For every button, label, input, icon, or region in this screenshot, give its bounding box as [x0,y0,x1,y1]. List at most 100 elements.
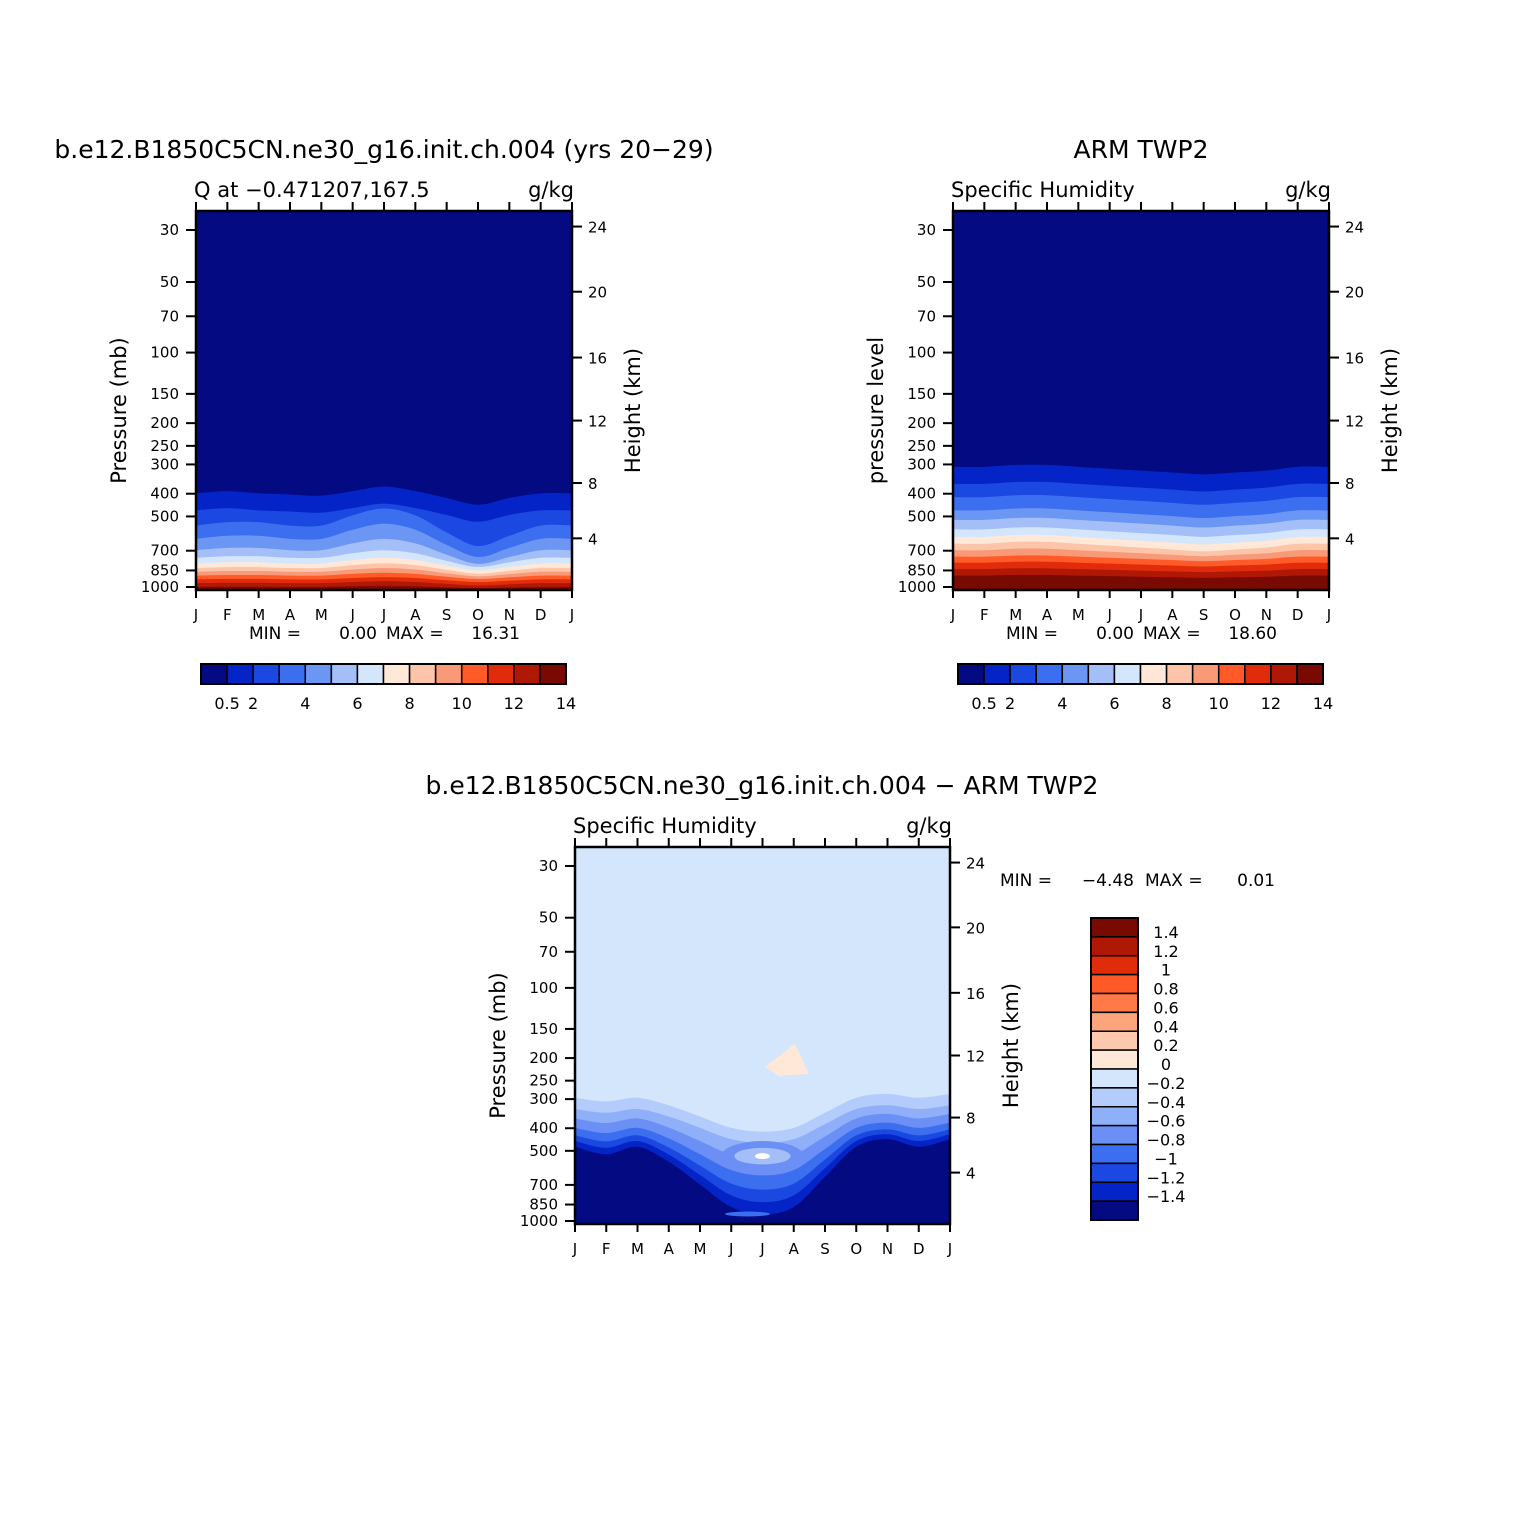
colorbar-label: 12 [504,694,524,713]
y-tick-label: 300 [529,1090,558,1108]
y-right-axis-label: Height (km) [621,348,645,473]
colorbar-label: −0.2 [1147,1074,1186,1093]
y-right-tick-label: 4 [588,530,598,548]
x-tick-label: M [315,606,328,624]
colorbar-label: −1.4 [1147,1187,1186,1206]
y-tick-label: 850 [529,1196,558,1214]
colorbar-swatch [487,663,515,685]
x-tick-label: A [664,1240,675,1258]
colorbar-label: −0.8 [1147,1131,1186,1150]
model-panel: b.e12.B1850C5CN.ne30_g16.init.ch.004 (yr… [54,135,713,713]
x-tick-label: S [1199,606,1209,624]
y-right-axis-label: Height (km) [999,983,1023,1108]
x-tick-label: D [1292,606,1304,624]
subtitle-unit: g/kg [1285,178,1331,202]
colorbar-label: 1 [1161,961,1171,980]
subtitle-left: Q at −0.471207,167.5 [194,178,430,202]
colorbar-swatch [1087,663,1116,685]
colorbar-swatch [1090,1030,1139,1051]
colorbar-swatch [1090,1162,1139,1183]
y-tick-label: 700 [529,1176,558,1194]
y-tick-label: 200 [907,414,936,432]
y-tick-label: 100 [907,344,936,362]
y-tick-label: 250 [529,1072,558,1090]
colorbar-frame [957,663,1324,685]
colorbar-label: 4 [1057,694,1067,713]
colorbar-swatch [1090,1049,1139,1070]
max-label: MAX = [386,624,444,644]
colorbar-label: 8 [404,694,414,713]
colorbar-swatch [330,663,359,685]
y-axis-label: Pressure (mb) [486,972,510,1119]
x-tick-label: M [1072,606,1085,624]
x-tick-label: A [285,606,296,624]
panel-title: b.e12.B1850C5CN.ne30_g16.init.ch.004 (yr… [54,135,713,164]
y-tick-label: 300 [150,455,179,473]
y-right-tick-label: 20 [966,919,985,937]
x-tick-label: M [252,606,265,624]
colorbar-label: 8 [1161,694,1171,713]
colorbar-swatch [252,663,280,685]
y-right-tick-label: 16 [588,350,607,368]
colorbar-swatch [226,663,254,685]
max-value: 0.01 [1237,871,1275,891]
x-tick-label: J [950,606,955,624]
min-label: MIN = [1006,624,1058,644]
y-right-tick-label: 20 [588,284,607,302]
min-label: MIN = [249,624,301,644]
y-tick-label: 50 [917,273,936,291]
colorbar-label: 6 [1109,694,1119,713]
colorbar-label: 14 [1313,694,1333,713]
x-tick-label: J [569,606,574,624]
x-tick-label: J [1106,606,1111,624]
y-tick-label: 100 [529,979,558,997]
colorbar-label: −1.2 [1147,1168,1186,1187]
x-tick-label: F [602,1240,611,1258]
y-tick-label: 50 [539,909,558,927]
colorbar-swatch [1061,663,1090,685]
colorbar-swatch [1244,663,1272,685]
x-tick-label: N [504,606,515,624]
max-value: 18.60 [1228,624,1277,644]
colorbar-swatch [1296,663,1324,685]
x-tick-label: F [980,606,989,624]
colorbar-swatch [1090,936,1139,957]
colorbar-swatch [1270,663,1298,685]
subtitle-unit: g/kg [528,178,574,202]
colorbar-swatch [460,663,489,685]
subtitle-unit: g/kg [906,814,952,838]
x-tick-label: A [1042,606,1053,624]
y-right-tick-label: 16 [1345,350,1364,368]
colorbar-swatch [1090,1106,1139,1127]
colorbar-swatch [1090,1087,1139,1108]
colorbar-label: −0.6 [1147,1112,1186,1131]
colorbar-label: 10 [452,694,472,713]
max-label: MAX = [1145,871,1203,891]
colorbar-label: 0.2 [1153,1036,1178,1055]
y-tick-label: 150 [529,1020,558,1038]
y-right-tick-label: 4 [1345,530,1355,548]
x-tick-label: O [850,1240,862,1258]
colorbar-frame [1090,917,1139,1221]
y-right-tick-label: 24 [966,855,985,873]
y-tick-label: 30 [539,857,558,875]
max-value: 16.31 [471,624,520,644]
colorbar-swatch [1090,1200,1139,1221]
colorbar-swatch [1217,663,1246,685]
y-tick-label: 150 [907,385,936,403]
colorbar-label: 4 [300,694,310,713]
colorbar-label: 12 [1261,694,1281,713]
colorbar-frame [200,663,567,685]
colorbar-swatch [983,663,1011,685]
colorbar-swatch [1191,663,1220,685]
colorbar-label: 2 [248,694,258,713]
colorbar-swatch [1090,1143,1139,1165]
field-level [575,1139,950,1224]
field-level [953,574,1329,590]
colorbar-label: 0.4 [1153,1017,1178,1036]
x-tick-label: A [1167,606,1178,624]
x-tick-label: J [728,1240,733,1258]
x-tick-label: J [193,606,198,624]
x-tick-label: M [631,1240,644,1258]
y-tick-label: 850 [907,561,936,579]
